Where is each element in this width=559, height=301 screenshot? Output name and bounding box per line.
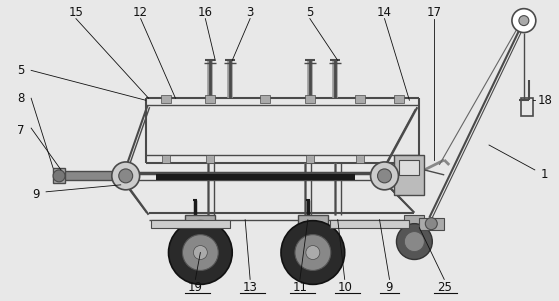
- Text: 16: 16: [198, 6, 213, 19]
- Bar: [162, 155, 169, 163]
- Bar: [205, 95, 215, 103]
- Circle shape: [112, 162, 140, 190]
- Bar: [400, 160, 419, 175]
- Text: 25: 25: [437, 281, 452, 294]
- Bar: [305, 95, 315, 103]
- Bar: [354, 95, 364, 103]
- Circle shape: [377, 169, 391, 183]
- Bar: [160, 95, 170, 103]
- Text: 12: 12: [133, 6, 148, 19]
- Circle shape: [519, 16, 529, 26]
- Bar: [521, 98, 533, 116]
- Bar: [298, 215, 328, 237]
- Text: 18: 18: [537, 94, 552, 107]
- Circle shape: [295, 234, 331, 270]
- Text: 9: 9: [32, 188, 40, 201]
- Text: 7: 7: [17, 124, 25, 137]
- Text: 17: 17: [427, 6, 442, 19]
- Text: 5: 5: [17, 64, 25, 77]
- Circle shape: [182, 234, 218, 270]
- Text: 9: 9: [386, 281, 393, 294]
- Circle shape: [306, 246, 320, 259]
- Circle shape: [119, 169, 132, 183]
- Text: 10: 10: [337, 281, 352, 294]
- Bar: [306, 155, 314, 163]
- Bar: [53, 168, 65, 183]
- Bar: [395, 155, 424, 195]
- Text: 8: 8: [17, 92, 25, 105]
- Bar: [356, 155, 363, 163]
- Bar: [206, 155, 214, 163]
- Circle shape: [396, 224, 432, 259]
- Text: 1: 1: [541, 168, 548, 182]
- Bar: [260, 95, 270, 103]
- Bar: [186, 215, 215, 237]
- Circle shape: [371, 162, 399, 190]
- Circle shape: [512, 9, 536, 33]
- Bar: [419, 218, 444, 230]
- Bar: [61, 171, 116, 180]
- Text: 19: 19: [188, 281, 203, 294]
- Circle shape: [281, 221, 345, 284]
- Text: 15: 15: [69, 6, 83, 19]
- Bar: [150, 220, 230, 228]
- Text: 3: 3: [247, 6, 254, 19]
- Text: 11: 11: [292, 281, 307, 294]
- Circle shape: [193, 246, 207, 259]
- Text: 13: 13: [243, 281, 258, 294]
- Bar: [404, 215, 424, 230]
- Circle shape: [404, 232, 424, 252]
- Circle shape: [53, 170, 65, 182]
- Text: 14: 14: [377, 6, 392, 19]
- Bar: [330, 220, 409, 228]
- Circle shape: [168, 221, 232, 284]
- Bar: [155, 174, 354, 180]
- Text: 5: 5: [306, 6, 314, 19]
- Bar: [395, 95, 404, 103]
- Circle shape: [425, 218, 437, 230]
